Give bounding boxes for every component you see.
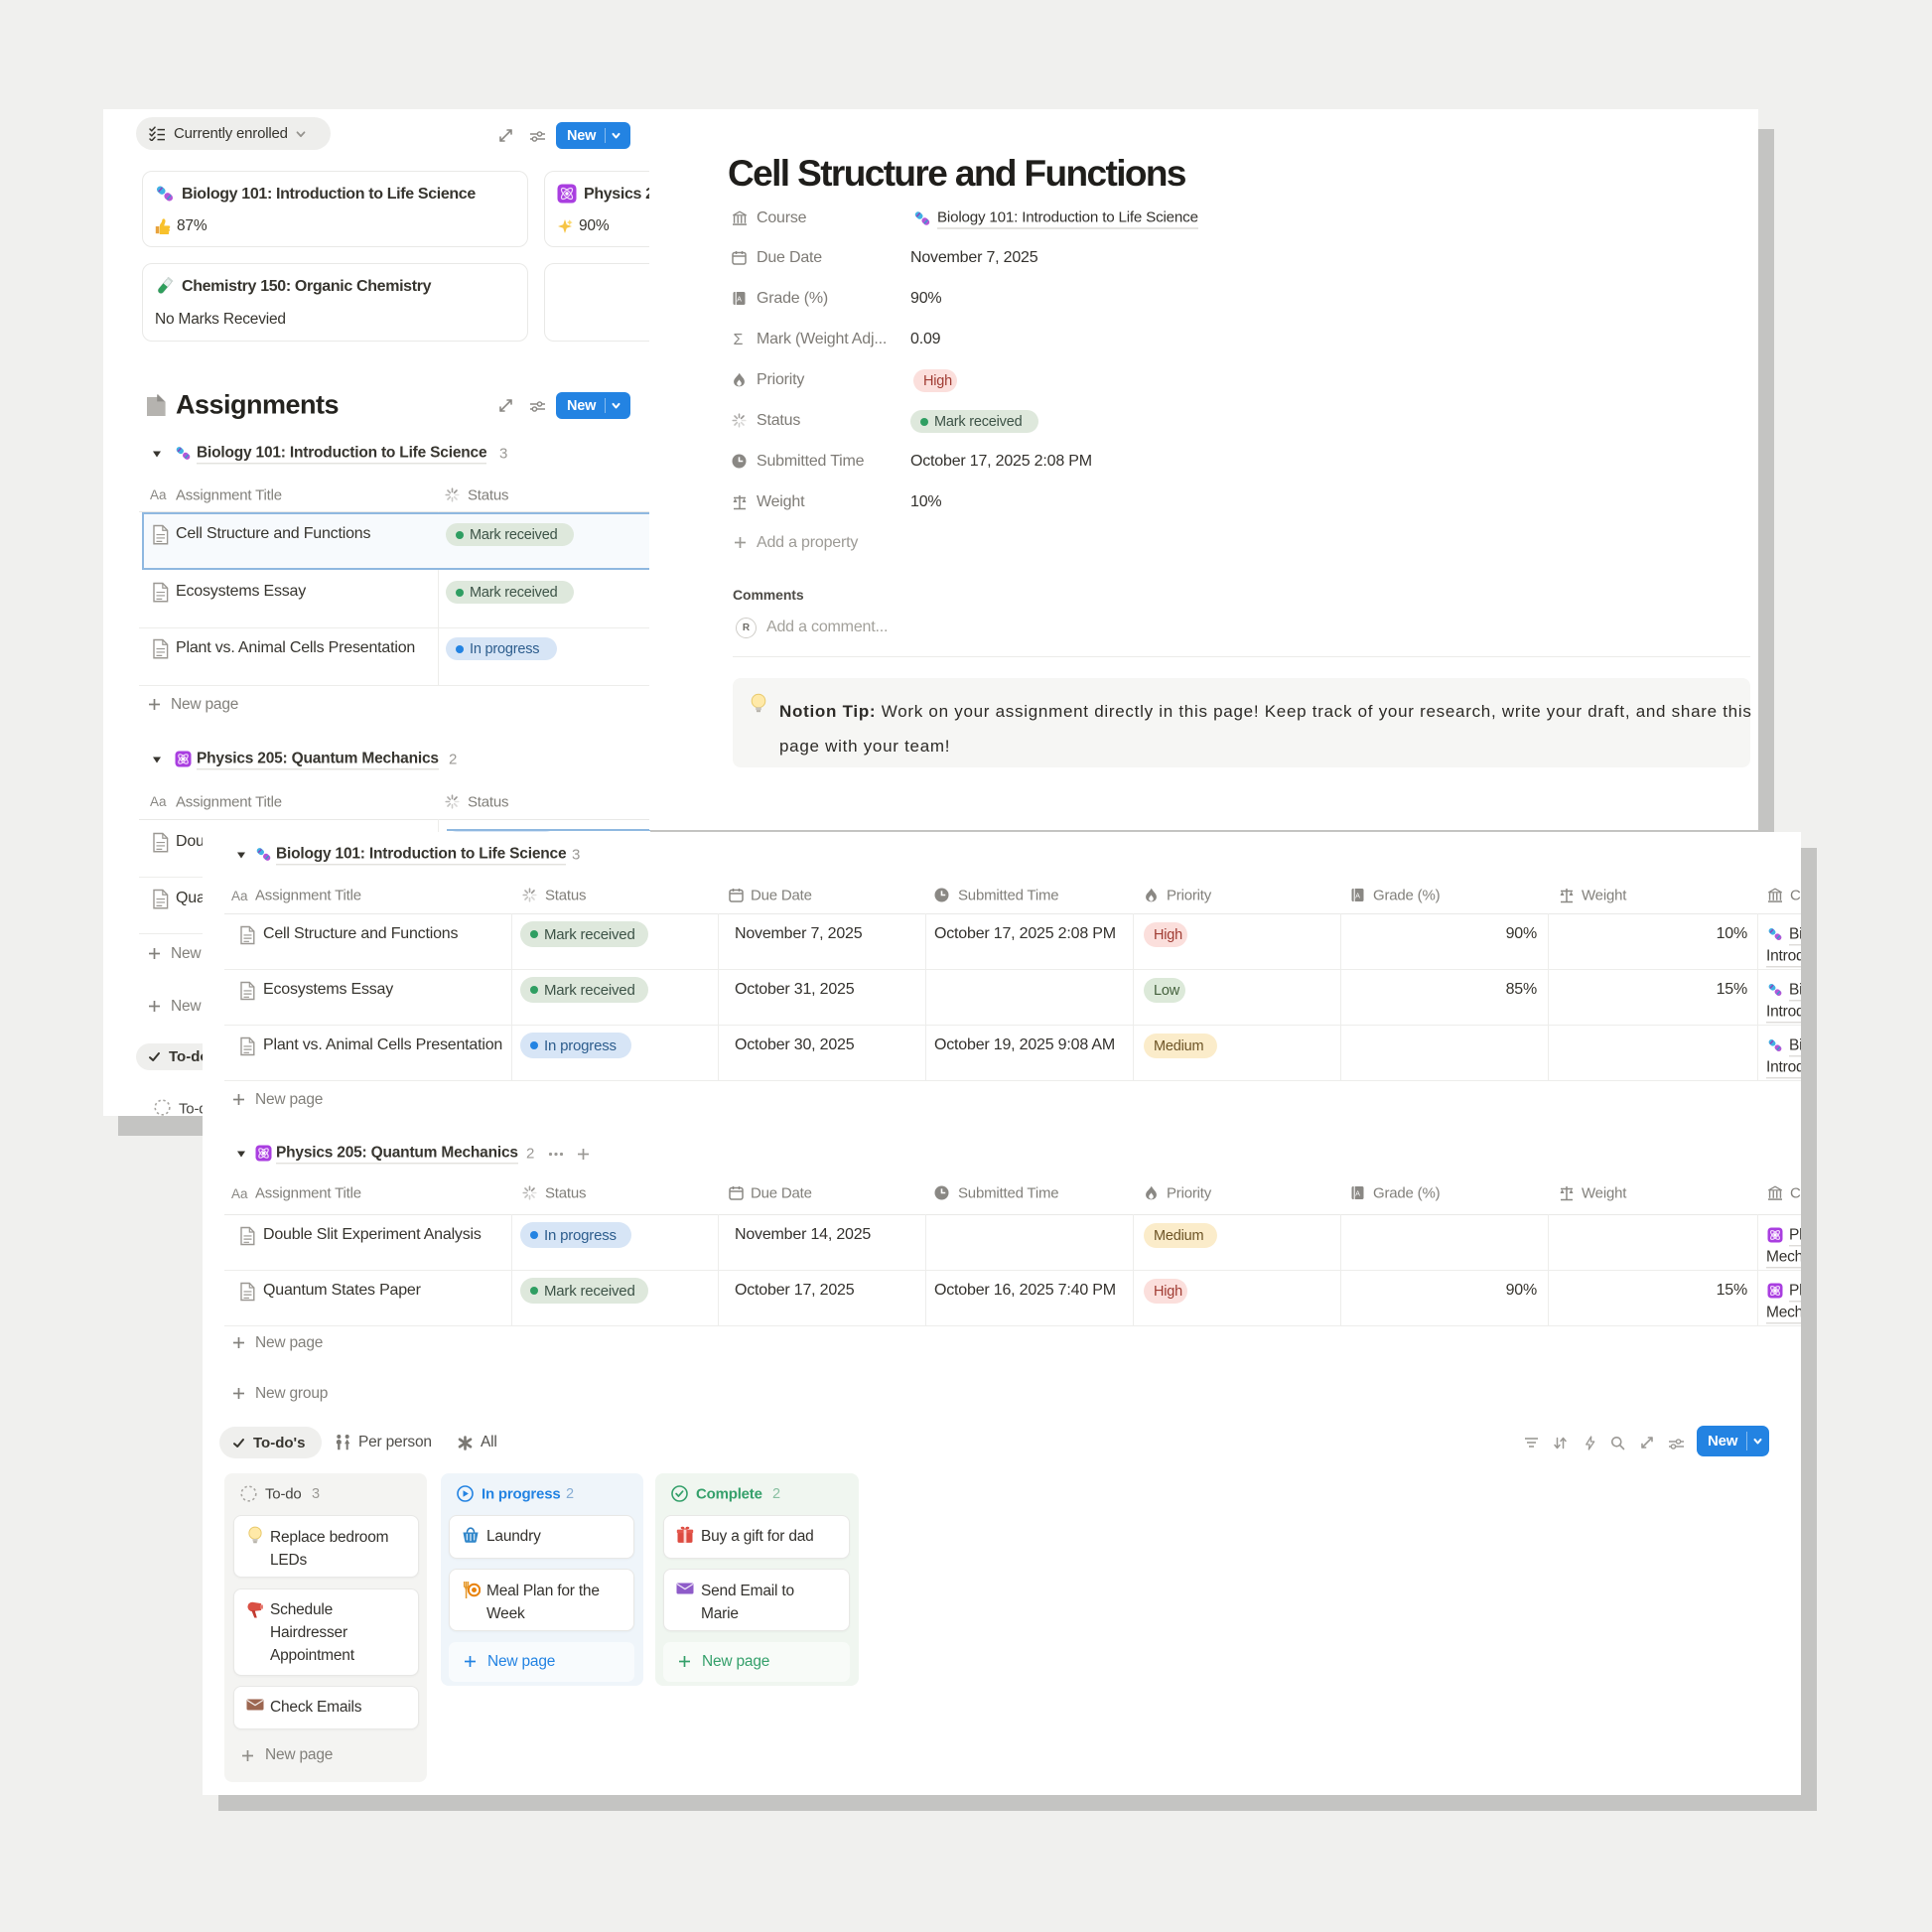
svg-text:Σ: Σ [734, 332, 744, 346]
svg-text:Aa: Aa [150, 487, 167, 501]
svg-text:A: A [1355, 1191, 1360, 1198]
svg-text:Aa: Aa [150, 794, 167, 808]
svg-text:Aa: Aa [231, 889, 248, 902]
svg-text:A: A [1355, 894, 1360, 900]
svg-text:Aa: Aa [231, 1186, 248, 1200]
svg-text:A: A [737, 297, 742, 304]
